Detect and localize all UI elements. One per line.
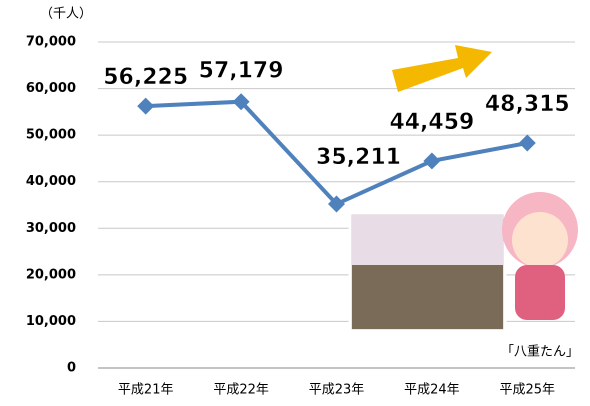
data-label: 44,459	[389, 110, 474, 135]
y-tick-label: 70,000	[26, 35, 76, 50]
x-tick-label: 平成23年	[309, 383, 365, 398]
chart: （千人） 0 10,000 20,000 30,000 40,000 50,000 60,0…	[0, 0, 590, 406]
mascot-face	[512, 212, 568, 268]
photo-ground	[352, 265, 503, 329]
point	[519, 135, 536, 152]
data-label: 35,211	[316, 145, 401, 170]
x-tick-label: 平成22年	[213, 383, 269, 398]
x-tick-label: 平成24年	[404, 383, 460, 398]
point	[137, 98, 154, 115]
y-tick-label: 60,000	[26, 81, 76, 96]
data-label: 56,225	[103, 65, 188, 90]
y-tick-label: 20,000	[26, 267, 76, 282]
y-tick-label: 30,000	[26, 221, 76, 236]
photo-sky	[352, 215, 503, 265]
annotation: 「八重たん」	[501, 344, 579, 360]
y-tick-label: 50,000	[26, 128, 76, 143]
data-label: 48,315	[485, 92, 570, 117]
mascot-body	[515, 265, 565, 320]
y-unit-label: （千人）	[40, 7, 92, 22]
y-tick-label: 10,000	[26, 314, 76, 329]
y-tick-label: 0	[67, 361, 76, 376]
x-tick-label: 平成25年	[500, 383, 556, 398]
arrow-decoration	[392, 45, 492, 92]
data-label: 57,179	[199, 59, 284, 84]
y-tick-label: 40,000	[26, 174, 76, 189]
point	[423, 152, 440, 169]
illustration	[350, 45, 578, 331]
x-tick-label: 平成21年	[118, 383, 174, 398]
